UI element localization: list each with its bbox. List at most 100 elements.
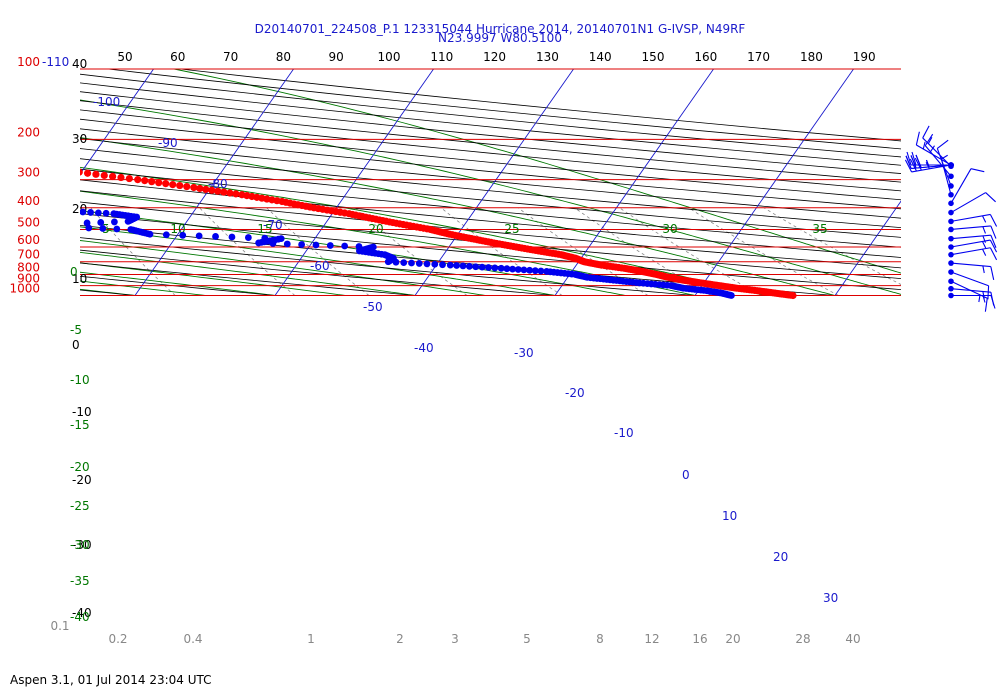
temperature-point bbox=[214, 187, 222, 195]
top-axis-tick-label: 160 bbox=[694, 50, 717, 64]
wind-barb-feather bbox=[904, 159, 913, 173]
dry-adiabat-line bbox=[80, 190, 901, 269]
temperature-point bbox=[220, 188, 228, 196]
wind-barb-feather bbox=[990, 225, 997, 239]
wind-barb-feather bbox=[989, 247, 998, 261]
pressure-label: 700 bbox=[17, 248, 40, 262]
moist-adiabat-line bbox=[80, 210, 626, 296]
footer-version-timestamp: Aspen 3.1, 01 Jul 2014 23:04 UTC bbox=[10, 673, 212, 687]
isotherm-line bbox=[834, 200, 901, 296]
wind-barb-feather bbox=[990, 266, 995, 281]
dry-adiabat-line bbox=[80, 237, 696, 296]
dewpoint-point bbox=[56, 221, 63, 228]
dewpoint-point bbox=[431, 260, 439, 268]
dewpoint-point bbox=[459, 262, 467, 270]
wind-barb-feather bbox=[915, 131, 920, 146]
moist-adiabat-line bbox=[80, 99, 901, 295]
mixing-ratio-label: 1 bbox=[307, 632, 315, 646]
wind-barb-staff bbox=[911, 164, 952, 170]
left-moist-adiabat-label: -15 bbox=[70, 418, 90, 432]
left-temperature-label: -40 bbox=[72, 606, 92, 620]
wind-barb-staff bbox=[950, 168, 972, 204]
top-axis-tick-label: 130 bbox=[536, 50, 559, 64]
dry-adiabat-line bbox=[80, 213, 901, 290]
dewpoint-point bbox=[80, 208, 87, 216]
temperature-point bbox=[208, 186, 216, 194]
temperature-point bbox=[169, 181, 177, 189]
dry-adiabat-line bbox=[80, 201, 901, 280]
pressure-label: 300 bbox=[17, 166, 40, 180]
dry-adiabat-line bbox=[80, 179, 901, 258]
isotherm-label: -20 bbox=[565, 386, 585, 400]
dewpoint-point bbox=[400, 259, 408, 266]
left-temperature-label: -30 bbox=[72, 538, 92, 552]
temperature-point bbox=[141, 177, 149, 185]
temperature-point bbox=[49, 165, 56, 172]
dewpoint-point bbox=[453, 262, 461, 269]
dewpoint-point bbox=[99, 225, 107, 232]
moist-adiabat-top-label: 35 bbox=[812, 222, 827, 236]
isotherm-label: -10 bbox=[614, 426, 634, 440]
moist-adiabat-top-label: 15 bbox=[257, 222, 272, 236]
temperature-point bbox=[92, 170, 100, 178]
dewpoint-point bbox=[312, 241, 320, 249]
dewpoint-point bbox=[446, 261, 454, 269]
isotherm-line bbox=[414, 68, 574, 296]
mixing-ratio-line bbox=[763, 207, 901, 285]
top-axis-tick-label: 110 bbox=[430, 50, 453, 64]
wind-barb-staff bbox=[950, 247, 991, 256]
wind-barb-feather bbox=[906, 151, 912, 166]
isotherm-label: -40 bbox=[414, 341, 434, 355]
chart-title-line-2: N23.9997 W80.5100 bbox=[438, 31, 562, 45]
dewpoint-point bbox=[472, 263, 480, 271]
moist-adiabat-line bbox=[80, 137, 836, 296]
dewpoint-point bbox=[277, 235, 285, 243]
left-moist-adiabat-label: 0 bbox=[70, 265, 78, 279]
wind-barb-half-feather bbox=[922, 141, 926, 150]
temperature-point bbox=[148, 178, 156, 186]
temperature-point bbox=[238, 191, 246, 199]
dewpoint-point bbox=[113, 225, 121, 233]
top-axis-tick-label: 140 bbox=[589, 50, 612, 64]
pressure-label: 400 bbox=[17, 194, 40, 208]
temperature-point bbox=[117, 173, 125, 182]
dewpoint-point bbox=[71, 224, 78, 231]
moist-adiabat-line bbox=[80, 271, 276, 296]
isotherm-label: 10 bbox=[722, 509, 737, 523]
dewpoint-point bbox=[341, 242, 349, 250]
dewpoint-point bbox=[261, 234, 269, 242]
temperature-point bbox=[183, 182, 191, 191]
left-temperature-label: 0 bbox=[72, 338, 80, 352]
temperature-point bbox=[226, 189, 234, 197]
temperature-point bbox=[202, 185, 210, 193]
wind-barb-feather bbox=[936, 139, 949, 149]
dewpoint-point bbox=[127, 226, 135, 233]
dry-adiabats bbox=[80, 68, 901, 296]
temperature-point bbox=[232, 190, 240, 198]
dry-adiabat-line bbox=[80, 100, 901, 183]
isotherm-label: -30 bbox=[514, 346, 534, 360]
isotherm-line bbox=[694, 68, 854, 296]
wind-barb-half-feather bbox=[982, 226, 986, 234]
dewpoint-point bbox=[43, 223, 50, 230]
wind-barb-staff bbox=[940, 155, 952, 195]
wind-barb-feather bbox=[911, 151, 917, 166]
wind-barb-staff bbox=[924, 145, 952, 177]
pressure-label: 600 bbox=[17, 233, 40, 247]
top-axis-tick-label: 50 bbox=[117, 50, 132, 64]
pressure-label: 200 bbox=[17, 125, 40, 139]
dewpoint-point bbox=[491, 264, 499, 272]
dry-adiabat-line bbox=[80, 249, 556, 296]
isotherm-label: -50 bbox=[363, 300, 383, 314]
dewpoint-point bbox=[0, 205, 2, 212]
wind-barb-feather bbox=[970, 168, 985, 173]
wind-barb-half-feather bbox=[982, 215, 987, 223]
wind-barb-staff bbox=[950, 213, 991, 222]
wind-barb-half-feather bbox=[925, 159, 930, 168]
dewpoint-point bbox=[162, 231, 170, 239]
wind-barb bbox=[948, 234, 997, 248]
dewpoint-point bbox=[48, 207, 55, 214]
top-axis-tick-label: 120 bbox=[483, 50, 506, 64]
isotherm-label: -90 bbox=[158, 136, 178, 150]
dewpoint-point bbox=[83, 219, 91, 227]
